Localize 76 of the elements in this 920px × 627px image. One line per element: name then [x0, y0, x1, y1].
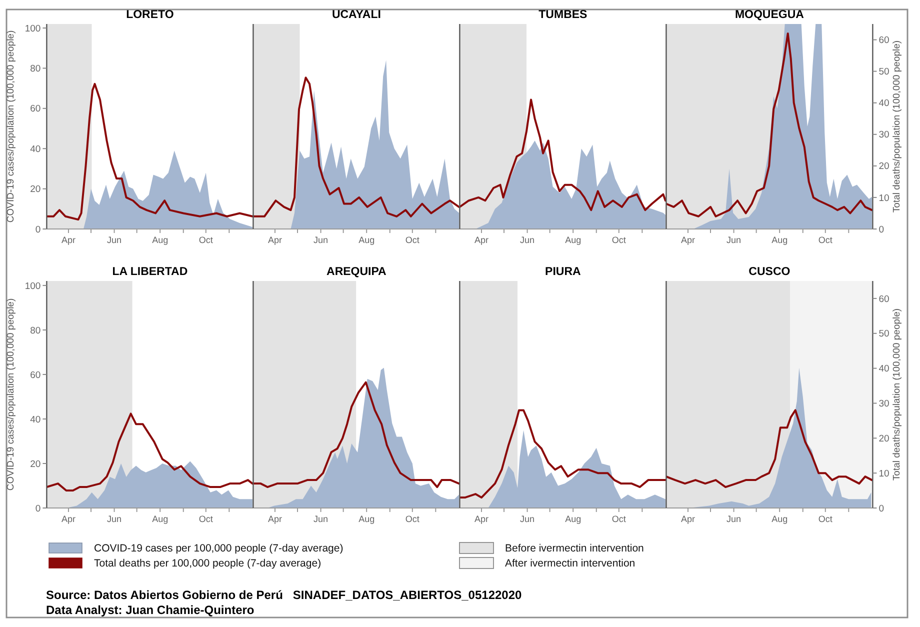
y2-tick-label: 10 — [878, 192, 890, 204]
y2-tick-label: 30 — [878, 130, 890, 141]
y2-tick-label: 20 — [878, 161, 890, 172]
y-tick-label: 20 — [30, 458, 41, 470]
y2-tick-label: 10 — [878, 468, 890, 480]
chart-title: CUSCO — [748, 266, 790, 278]
y2-tick-label: 0 — [878, 224, 884, 236]
chart-title: PIURA — [545, 266, 581, 278]
chart-title: MOQUEGUA — [734, 9, 804, 21]
legend-label: After ivermectin intervention — [505, 558, 636, 570]
y2-tick-label: 0 — [878, 503, 884, 514]
y2-axis-title: Total deaths/population (100,000 people) — [892, 308, 903, 481]
y-axis-title: COVID-19 cases/population (100,000 people) — [6, 298, 17, 491]
x-tick-label: Oct — [818, 514, 833, 524]
x-tick-label: Jun — [520, 514, 535, 524]
y2-tick-label: 40 — [878, 98, 890, 110]
chart-title: TUMBES — [538, 9, 588, 21]
x-tick-label: Oct — [612, 514, 626, 524]
legend-label: Total deaths per 100,000 people (7-day average) — [94, 558, 322, 570]
x-tick-label: Aug — [565, 514, 582, 524]
x-tick-label: Oct — [198, 235, 214, 245]
chart-title: LORETO — [126, 9, 174, 21]
y2-tick-label: 30 — [878, 398, 890, 410]
x-tick-label: Aug — [565, 235, 582, 245]
x-tick-label: Jun — [107, 235, 122, 245]
x-tick-label: Aug — [152, 235, 168, 245]
x-tick-label: Aug — [358, 235, 375, 245]
x-tick-label: Jun — [726, 514, 742, 524]
legend-label: COVID-19 cases per 100,000 people (7-day average) — [94, 542, 344, 554]
y-tick-label: 100 — [24, 23, 41, 34]
y2-axis-title: Total deaths/population (100,000 people) — [892, 40, 903, 213]
x-tick-label: Apr — [61, 235, 76, 245]
y-axis-title: COVID-19 cases/population (100,000 people) — [6, 30, 17, 223]
x-tick-label: Jun — [314, 235, 328, 245]
y2-tick-label: 50 — [878, 328, 890, 340]
y-tick-label: 0 — [35, 503, 41, 514]
x-tick-label: Oct — [612, 235, 626, 245]
x-tick-label: Oct — [405, 514, 420, 524]
y-tick-label: 80 — [30, 64, 41, 75]
x-tick-label: Apr — [268, 514, 282, 524]
x-tick-label: Aug — [772, 514, 788, 524]
y2-tick-label: 60 — [878, 35, 890, 46]
chart-title: AREQUIPA — [326, 266, 386, 278]
y-tick-label: 0 — [35, 224, 41, 236]
x-tick-label: Apr — [474, 514, 488, 524]
x-tick-label: Oct — [405, 235, 420, 245]
y2-tick-label: 40 — [878, 364, 890, 375]
x-tick-label: Aug — [358, 514, 375, 524]
x-tick-label: Jun — [520, 235, 535, 245]
x-tick-label: Oct — [198, 514, 214, 524]
y-tick-label: 60 — [30, 104, 41, 115]
x-tick-label: Apr — [268, 235, 282, 245]
y2-tick-label: 60 — [878, 294, 890, 305]
x-tick-label: Apr — [680, 235, 695, 245]
chart-title: LA LIBERTAD — [112, 266, 188, 278]
x-tick-label: Jun — [726, 235, 742, 245]
legend-label: Before ivermectin intervention — [505, 542, 644, 554]
x-tick-label: Oct — [818, 235, 833, 245]
x-tick-label: Aug — [152, 514, 168, 524]
source-note: Source: Datos Abiertos Gobierno de Perú SINADEF_DATOS_ABIERTOS_05122020 — [46, 588, 522, 602]
chart-title: UCAYALI — [332, 9, 381, 21]
x-tick-label: Jun — [314, 514, 328, 524]
x-tick-label: Aug — [772, 235, 788, 245]
y2-tick-label: 50 — [878, 66, 890, 78]
y2-tick-label: 20 — [878, 433, 890, 444]
y-tick-label: 40 — [30, 414, 41, 426]
x-tick-label: Apr — [680, 514, 695, 524]
x-tick-label: Apr — [61, 514, 76, 524]
y-tick-label: 20 — [30, 184, 41, 196]
y-tick-label: 80 — [30, 325, 41, 336]
x-tick-label: Jun — [107, 514, 122, 524]
y-tick-label: 100 — [24, 280, 41, 292]
text: Data Analyst: Juan Chamie-Quintero — [46, 603, 254, 617]
y-tick-label: 40 — [30, 144, 41, 155]
y-tick-label: 60 — [30, 370, 41, 381]
x-tick-label: Apr — [474, 235, 488, 245]
